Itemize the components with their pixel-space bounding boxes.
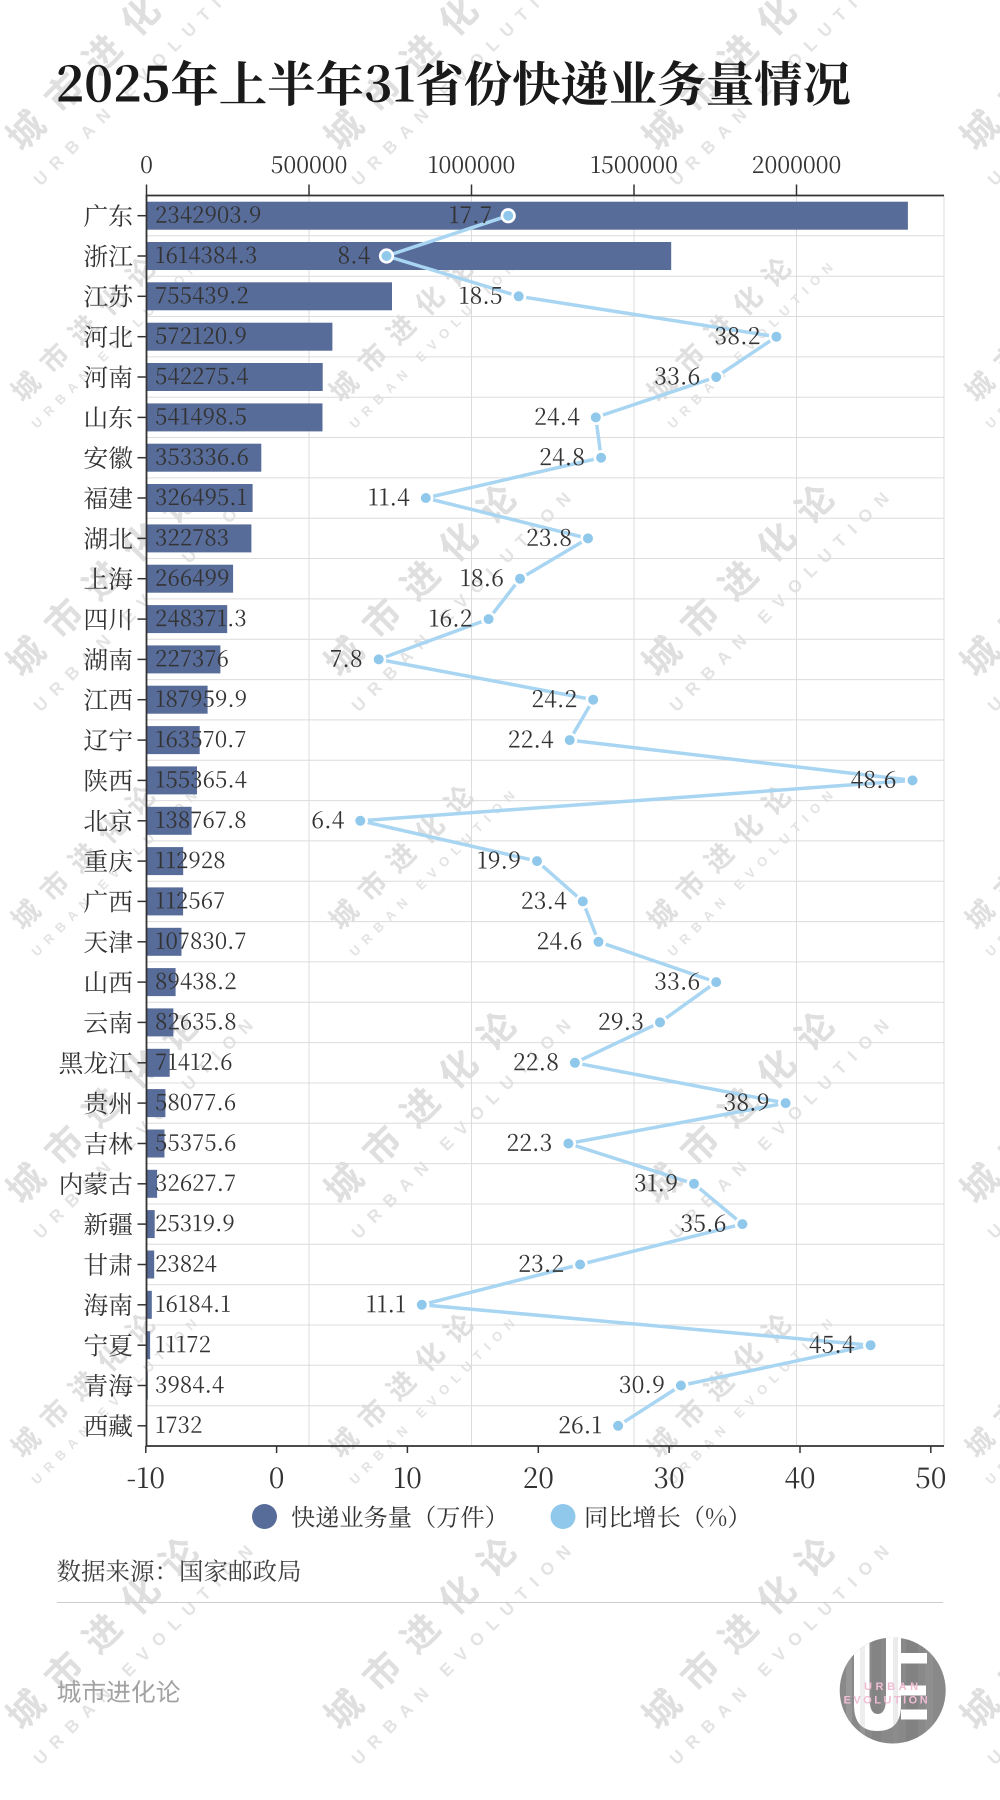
svg-text:URBAN: URBAN: [864, 1681, 922, 1693]
svg-text:EVOLUTION: EVOLUTION: [844, 1695, 931, 1707]
